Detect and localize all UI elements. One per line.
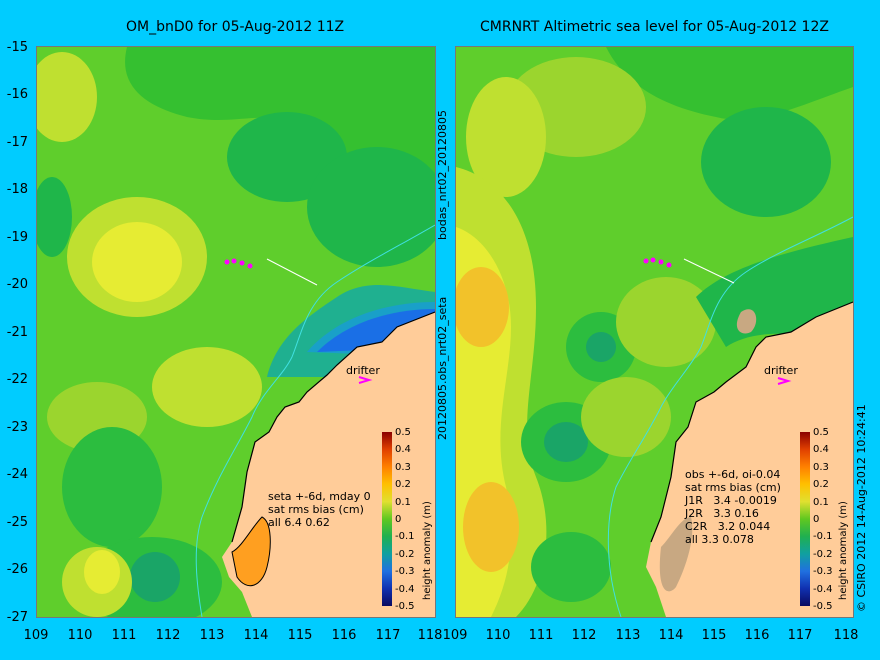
right-colorbar-title: height anomaly (m): [838, 501, 849, 600]
left-stats: seta +-6d, mday 0 sat rms bias (cm) all 6.…: [268, 490, 371, 529]
left-map-field: [37, 47, 435, 617]
y-tick: -25: [6, 515, 28, 530]
drifter-label-right: drifter: [764, 364, 798, 377]
x-tick: 113: [615, 628, 641, 643]
stat-line: seta +-6d, mday 0: [268, 490, 371, 503]
y-tick: -17: [6, 135, 28, 150]
x-tick: 118: [833, 628, 859, 643]
x-tick: 118: [417, 628, 443, 643]
colorbar-tick: -0.1: [813, 531, 833, 542]
left-map-title: OM_bnD0 for 05-Aug-2012 11Z: [126, 19, 345, 35]
x-tick: 109: [23, 628, 49, 643]
colorbar-tick: -0.4: [395, 584, 415, 595]
right-stats: obs +-6d, oi-0.04 sat rms bias (cm) J1R 3.…: [685, 468, 781, 546]
x-tick: 110: [67, 628, 93, 643]
colorbar-tick: -0.2: [395, 549, 415, 560]
colorbar-tick: 0.4: [813, 444, 829, 455]
y-tick: -22: [6, 372, 28, 387]
colorbar-tick: 0.3: [813, 462, 829, 473]
x-tick: 110: [485, 628, 511, 643]
colorbar-tick: 0.1: [395, 497, 411, 508]
x-tick: 117: [787, 628, 813, 643]
stat-line: all 6.4 0.62: [268, 516, 330, 529]
y-tick: -24: [6, 467, 28, 482]
x-tick: 116: [744, 628, 770, 643]
y-tick: -15: [6, 40, 28, 55]
x-tick: 112: [571, 628, 597, 643]
side-label-bodas: bodas_nrt02_20120805: [436, 110, 449, 240]
x-tick: 115: [287, 628, 313, 643]
colorbar-tick: -0.3: [395, 566, 415, 577]
stat-line: J2R 3.3 0.16: [685, 507, 759, 520]
right-map-panel: [455, 46, 854, 618]
x-tick: 112: [155, 628, 181, 643]
left-colorbar-title: height anomaly (m): [422, 501, 433, 600]
colorbar-tick: -0.2: [813, 549, 833, 560]
y-tick: -27: [6, 610, 28, 625]
right-map-title: CMRNRT Altimetric sea level for 05-Aug-2…: [480, 19, 829, 35]
y-tick: -16: [6, 87, 28, 102]
y-tick: -18: [6, 182, 28, 197]
copyright-label: © CSIRO 2012 14-Aug-2012 10:24:41: [855, 404, 868, 612]
y-tick: -26: [6, 562, 28, 577]
y-tick: -20: [6, 277, 28, 292]
stat-line: obs +-6d, oi-0.04: [685, 468, 781, 481]
stat-line: C2R 3.2 0.044: [685, 520, 771, 533]
y-tick: -21: [6, 325, 28, 340]
left-colorbar: [382, 432, 392, 606]
drifter-label-left: drifter: [346, 364, 380, 377]
right-map-field: [456, 47, 853, 617]
colorbar-tick: -0.5: [395, 601, 415, 612]
stat-line: all 3.3 0.078: [685, 533, 754, 546]
x-tick: 113: [199, 628, 225, 643]
x-tick: 111: [528, 628, 554, 643]
left-map-panel: [36, 46, 436, 618]
x-tick: 109: [442, 628, 468, 643]
right-colorbar: [800, 432, 810, 606]
x-tick: 111: [111, 628, 137, 643]
stat-line: J1R 3.4 -0.0019: [685, 494, 777, 507]
y-tick: -23: [6, 420, 28, 435]
stat-line: sat rms bias (cm): [268, 503, 364, 516]
colorbar-tick: 0.2: [813, 479, 829, 490]
y-tick: -19: [6, 230, 28, 245]
x-tick: 114: [243, 628, 269, 643]
colorbar-tick: 0.4: [395, 444, 411, 455]
colorbar-tick: 0: [395, 514, 402, 525]
colorbar-tick: 0: [813, 514, 820, 525]
x-tick: 114: [658, 628, 684, 643]
side-label-obs: 20120805.obs_nrt02_seta: [436, 296, 449, 440]
stat-line: sat rms bias (cm): [685, 481, 781, 494]
colorbar-tick: 0.5: [395, 427, 411, 438]
colorbar-tick: -0.4: [813, 584, 833, 595]
x-tick: 116: [331, 628, 357, 643]
colorbar-tick: -0.3: [813, 566, 833, 577]
colorbar-tick: 0.1: [813, 497, 829, 508]
x-tick: 117: [375, 628, 401, 643]
colorbar-tick: 0.3: [395, 462, 411, 473]
colorbar-tick: 0.2: [395, 479, 411, 490]
colorbar-tick: -0.1: [395, 531, 415, 542]
colorbar-tick: -0.5: [813, 601, 833, 612]
colorbar-tick: 0.5: [813, 427, 829, 438]
x-tick: 115: [701, 628, 727, 643]
